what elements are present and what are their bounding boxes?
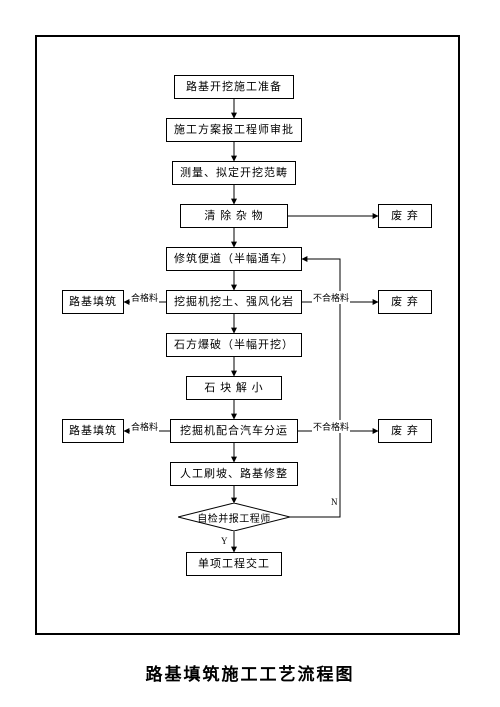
- flow-node: 废 弃: [378, 290, 432, 314]
- edge-label: 合格料: [130, 420, 159, 433]
- edge-label: 不合格料: [312, 420, 350, 433]
- flow-node: 清 除 杂 物: [180, 204, 288, 228]
- flow-node: 路基填筑: [62, 290, 124, 314]
- flow-node: 石 块 解 小: [186, 376, 282, 400]
- chart-title: 路基填筑施工工艺流程图: [0, 660, 500, 685]
- edge-label: 不合格料: [312, 291, 350, 304]
- flow-node: 单项工程交工: [186, 552, 282, 576]
- edge-label: N: [330, 497, 339, 507]
- flow-node: 石方爆破（半幅开挖）: [166, 333, 302, 357]
- flow-decision: 自检并报工程师: [178, 503, 290, 531]
- edge-label: 合格料: [130, 291, 159, 304]
- flow-node: 废 弃: [378, 419, 432, 443]
- edge-label: Y: [220, 536, 229, 546]
- flow-node: 路基开挖施工准备: [174, 75, 294, 99]
- flow-node: 挖掘机挖土、强风化岩: [166, 290, 302, 314]
- flow-node: 修筑便道（半幅通车）: [166, 247, 302, 271]
- flow-decision-label: 自检并报工程师: [178, 503, 290, 531]
- flow-node: 路基填筑: [62, 419, 124, 443]
- flow-node: 废 弃: [378, 204, 432, 228]
- page: 路基开挖施工准备施工方案报工程师审批测量、拟定开挖范畴清 除 杂 物修筑便道（半…: [0, 0, 500, 707]
- flow-node: 挖掘机配合汽车分运: [170, 419, 298, 443]
- flow-node: 人工刷坡、路基修整: [170, 462, 298, 486]
- flow-node: 测量、拟定开挖范畴: [172, 161, 296, 185]
- flow-node: 施工方案报工程师审批: [166, 118, 302, 142]
